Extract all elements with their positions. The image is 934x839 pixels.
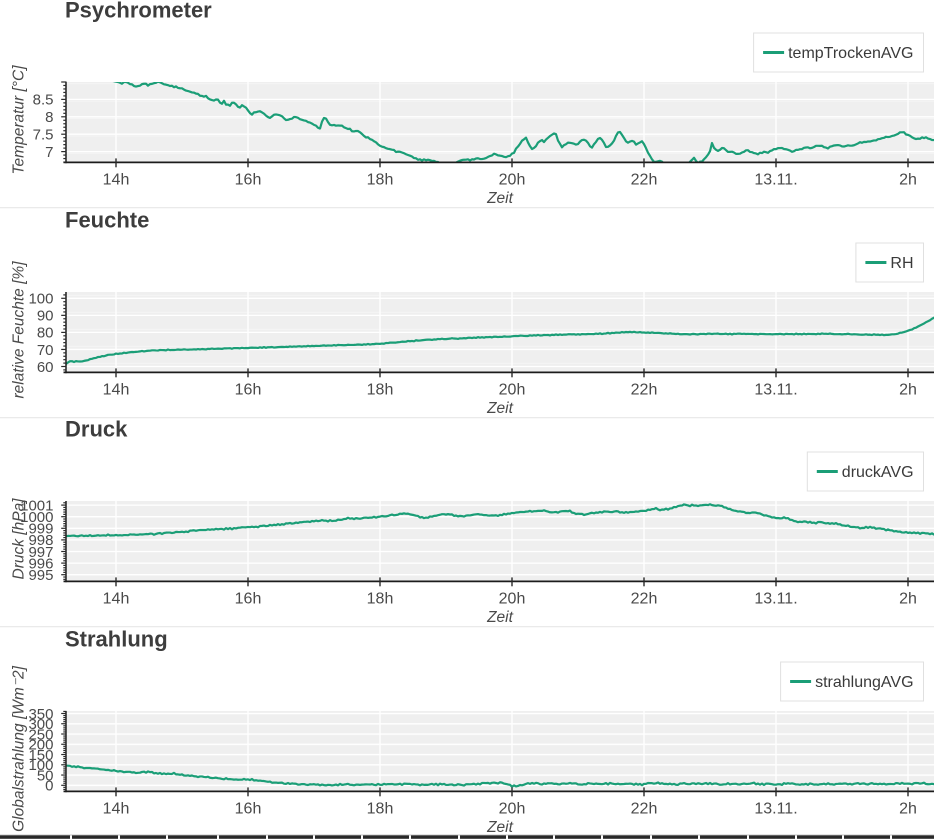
svg-text:16h: 16h	[235, 381, 262, 398]
svg-text:Strahlung: Strahlung	[65, 629, 168, 652]
svg-text:997: 997	[28, 544, 53, 561]
svg-text:2h: 2h	[899, 172, 917, 189]
svg-text:relative Feuchte [%]: relative Feuchte [%]	[11, 260, 28, 398]
svg-text:22h: 22h	[631, 800, 658, 817]
svg-text:2h: 2h	[899, 591, 917, 608]
svg-text:150: 150	[28, 747, 53, 764]
svg-text:13.11.: 13.11.	[754, 591, 797, 608]
svg-text:13.11.: 13.11.	[754, 381, 797, 398]
svg-text:22h: 22h	[631, 591, 658, 608]
svg-text:7: 7	[45, 144, 53, 161]
svg-text:Zeit: Zeit	[486, 190, 514, 207]
svg-text:250: 250	[28, 726, 53, 743]
svg-text:Zeit: Zeit	[486, 819, 514, 836]
svg-text:18h: 18h	[367, 591, 394, 608]
svg-text:20h: 20h	[499, 172, 526, 189]
svg-text:20h: 20h	[499, 591, 526, 608]
svg-text:300: 300	[28, 716, 53, 733]
svg-text:1000: 1000	[20, 509, 53, 526]
svg-text:100: 100	[28, 757, 53, 774]
svg-text:8: 8	[45, 109, 53, 126]
svg-text:Globalstrahlung [Wm⁻2]: Globalstrahlung [Wm⁻2]	[11, 665, 28, 832]
svg-text:16h: 16h	[235, 800, 262, 817]
svg-text:Druck [hPa]: Druck [hPa]	[11, 498, 28, 580]
svg-text:1001: 1001	[20, 498, 53, 515]
svg-text:998: 998	[28, 532, 53, 549]
svg-text:Zeit: Zeit	[486, 400, 514, 417]
svg-text:2h: 2h	[899, 381, 917, 398]
svg-text:14h: 14h	[103, 172, 130, 189]
svg-text:Druck: Druck	[65, 419, 128, 442]
svg-text:20h: 20h	[499, 800, 526, 817]
svg-text:Psychrometer: Psychrometer	[65, 0, 212, 23]
svg-text:strahlungAVG: strahlungAVG	[815, 674, 913, 691]
svg-text:90: 90	[37, 307, 54, 324]
svg-text:16h: 16h	[235, 591, 262, 608]
svg-text:8.5: 8.5	[33, 92, 54, 109]
svg-text:druckAVG: druckAVG	[842, 464, 914, 481]
svg-text:7.5: 7.5	[33, 127, 54, 144]
svg-text:22h: 22h	[631, 381, 658, 398]
svg-text:tempTrockenAVG: tempTrockenAVG	[788, 45, 913, 62]
svg-text:0: 0	[45, 777, 53, 794]
svg-text:2h: 2h	[899, 800, 917, 817]
svg-text:Zeit: Zeit	[486, 609, 514, 626]
svg-text:18h: 18h	[367, 381, 394, 398]
svg-text:22h: 22h	[631, 172, 658, 189]
svg-text:100: 100	[28, 290, 53, 307]
svg-text:50: 50	[37, 767, 54, 784]
svg-text:200: 200	[28, 736, 53, 753]
svg-text:996: 996	[28, 556, 53, 573]
svg-text:Feuchte: Feuchte	[65, 210, 149, 233]
svg-text:350: 350	[28, 706, 53, 723]
svg-text:16h: 16h	[235, 172, 262, 189]
svg-text:Temperatur [°C]: Temperatur [°C]	[11, 65, 28, 175]
svg-text:80: 80	[37, 324, 54, 341]
svg-text:13.11.: 13.11.	[754, 800, 797, 817]
svg-text:RH: RH	[890, 255, 913, 272]
svg-text:14h: 14h	[103, 381, 130, 398]
svg-text:13.11.: 13.11.	[754, 172, 797, 189]
svg-text:995: 995	[28, 567, 53, 584]
svg-text:999: 999	[28, 521, 53, 538]
svg-text:70: 70	[37, 341, 54, 358]
svg-text:14h: 14h	[103, 800, 130, 817]
svg-text:18h: 18h	[367, 800, 394, 817]
svg-text:14h: 14h	[103, 591, 130, 608]
svg-text:60: 60	[37, 358, 54, 375]
svg-text:18h: 18h	[367, 172, 394, 189]
svg-text:20h: 20h	[499, 381, 526, 398]
